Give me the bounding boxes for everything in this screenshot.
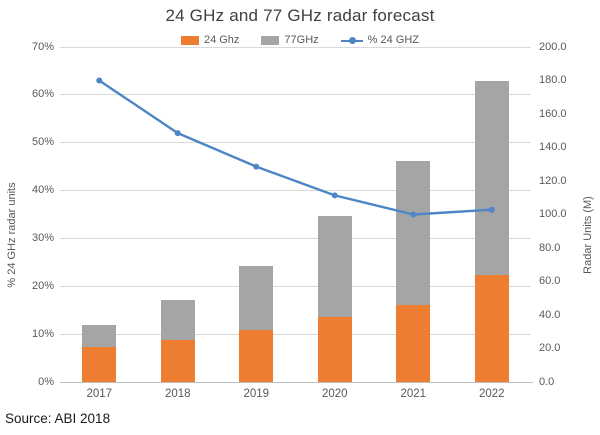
left-axis-tick-label: 50% <box>31 136 54 149</box>
left-axis-tick-label: 60% <box>31 88 54 101</box>
line-marker-icon <box>174 130 181 137</box>
gridline <box>60 333 531 335</box>
bar-segment-24ghz <box>396 304 431 382</box>
legend-swatch-77ghz-icon <box>261 35 280 45</box>
bar-segment-24ghz <box>239 330 274 382</box>
gridline <box>60 237 531 239</box>
x-axis-category-label: 2018 <box>164 388 191 400</box>
left-axis-tick-label: 70% <box>31 40 54 53</box>
legend-label-24ghz: 24 Ghz <box>203 34 240 46</box>
gridline <box>60 94 531 96</box>
bar-segment-24ghz <box>82 346 117 382</box>
right-axis-tick-label: 20.0 <box>539 342 561 354</box>
right-axis-tick-label: 120.0 <box>539 174 567 187</box>
pct-24ghz-line <box>98 79 492 216</box>
right-axis-tick-label: 40.0 <box>539 308 561 321</box>
right-axis-tick-label: 200.0 <box>539 40 567 53</box>
right-axis-tick-label: 160.0 <box>539 107 567 120</box>
right-axis-tick-label: 60.0 <box>539 275 561 287</box>
gridline <box>60 285 531 287</box>
x-axis-line <box>60 382 533 383</box>
left-axis-tick-label: 20% <box>31 279 54 292</box>
line-marker-icon <box>253 163 260 170</box>
legend-label-77ghz: 77GHz <box>284 34 319 46</box>
legend-item-pct24ghz: % 24 GHZ <box>340 34 420 46</box>
legend: 24 Ghz 77GHz % 24 GHZ <box>0 32 600 48</box>
gridline <box>60 142 531 144</box>
bar-segment-77ghz <box>474 80 509 275</box>
left-axis-tick-label: 10% <box>31 327 54 340</box>
legend-line-marker-icon <box>340 36 363 45</box>
left-axis-tick-label: 40% <box>31 184 54 197</box>
bar-segment-24ghz <box>160 340 195 382</box>
right-axis-tick-label: 100.0 <box>539 208 567 220</box>
gridline <box>60 190 531 192</box>
x-axis-category-label: 2020 <box>321 388 348 400</box>
bar-segment-77ghz <box>239 266 274 331</box>
left-axis-tick-label: 0% <box>38 375 54 388</box>
chart-title: 24 GHz and 77 GHz radar forecast <box>165 6 435 25</box>
legend-item-24ghz: 24 Ghz <box>180 34 240 46</box>
legend-item-77ghz: 77GHz <box>261 34 319 46</box>
x-axis-category-label: 2019 <box>243 388 270 400</box>
line-marker-icon <box>331 192 338 199</box>
source-note: Source: ABI 2018 <box>5 411 111 426</box>
bar-segment-77ghz <box>160 299 195 341</box>
x-axis-category-label: 2017 <box>86 388 113 400</box>
right-axis-tick-label: 180.0 <box>539 74 567 86</box>
x-axis-category-label: 2021 <box>400 388 427 400</box>
bar-segment-77ghz <box>317 216 352 317</box>
right-axis-tick-label: 140.0 <box>539 141 567 153</box>
left-axis-tick-label: 30% <box>31 231 54 244</box>
bar-segment-24ghz <box>317 316 352 382</box>
bar-segment-24ghz <box>474 274 509 382</box>
right-axis-title: Radar Units (M) <box>582 196 594 274</box>
x-axis-category-label: 2022 <box>478 388 505 400</box>
right-axis-tick-label: 0.0 <box>539 375 555 388</box>
bar-segment-77ghz <box>82 325 117 347</box>
legend-label-pct24ghz: % 24 GHZ <box>367 34 420 46</box>
line-marker-icon <box>96 77 103 84</box>
legend-swatch-24ghz-icon <box>180 35 199 45</box>
bar-segment-77ghz <box>396 160 431 305</box>
gridline <box>60 46 531 48</box>
right-axis-tick-label: 80.0 <box>539 241 561 254</box>
